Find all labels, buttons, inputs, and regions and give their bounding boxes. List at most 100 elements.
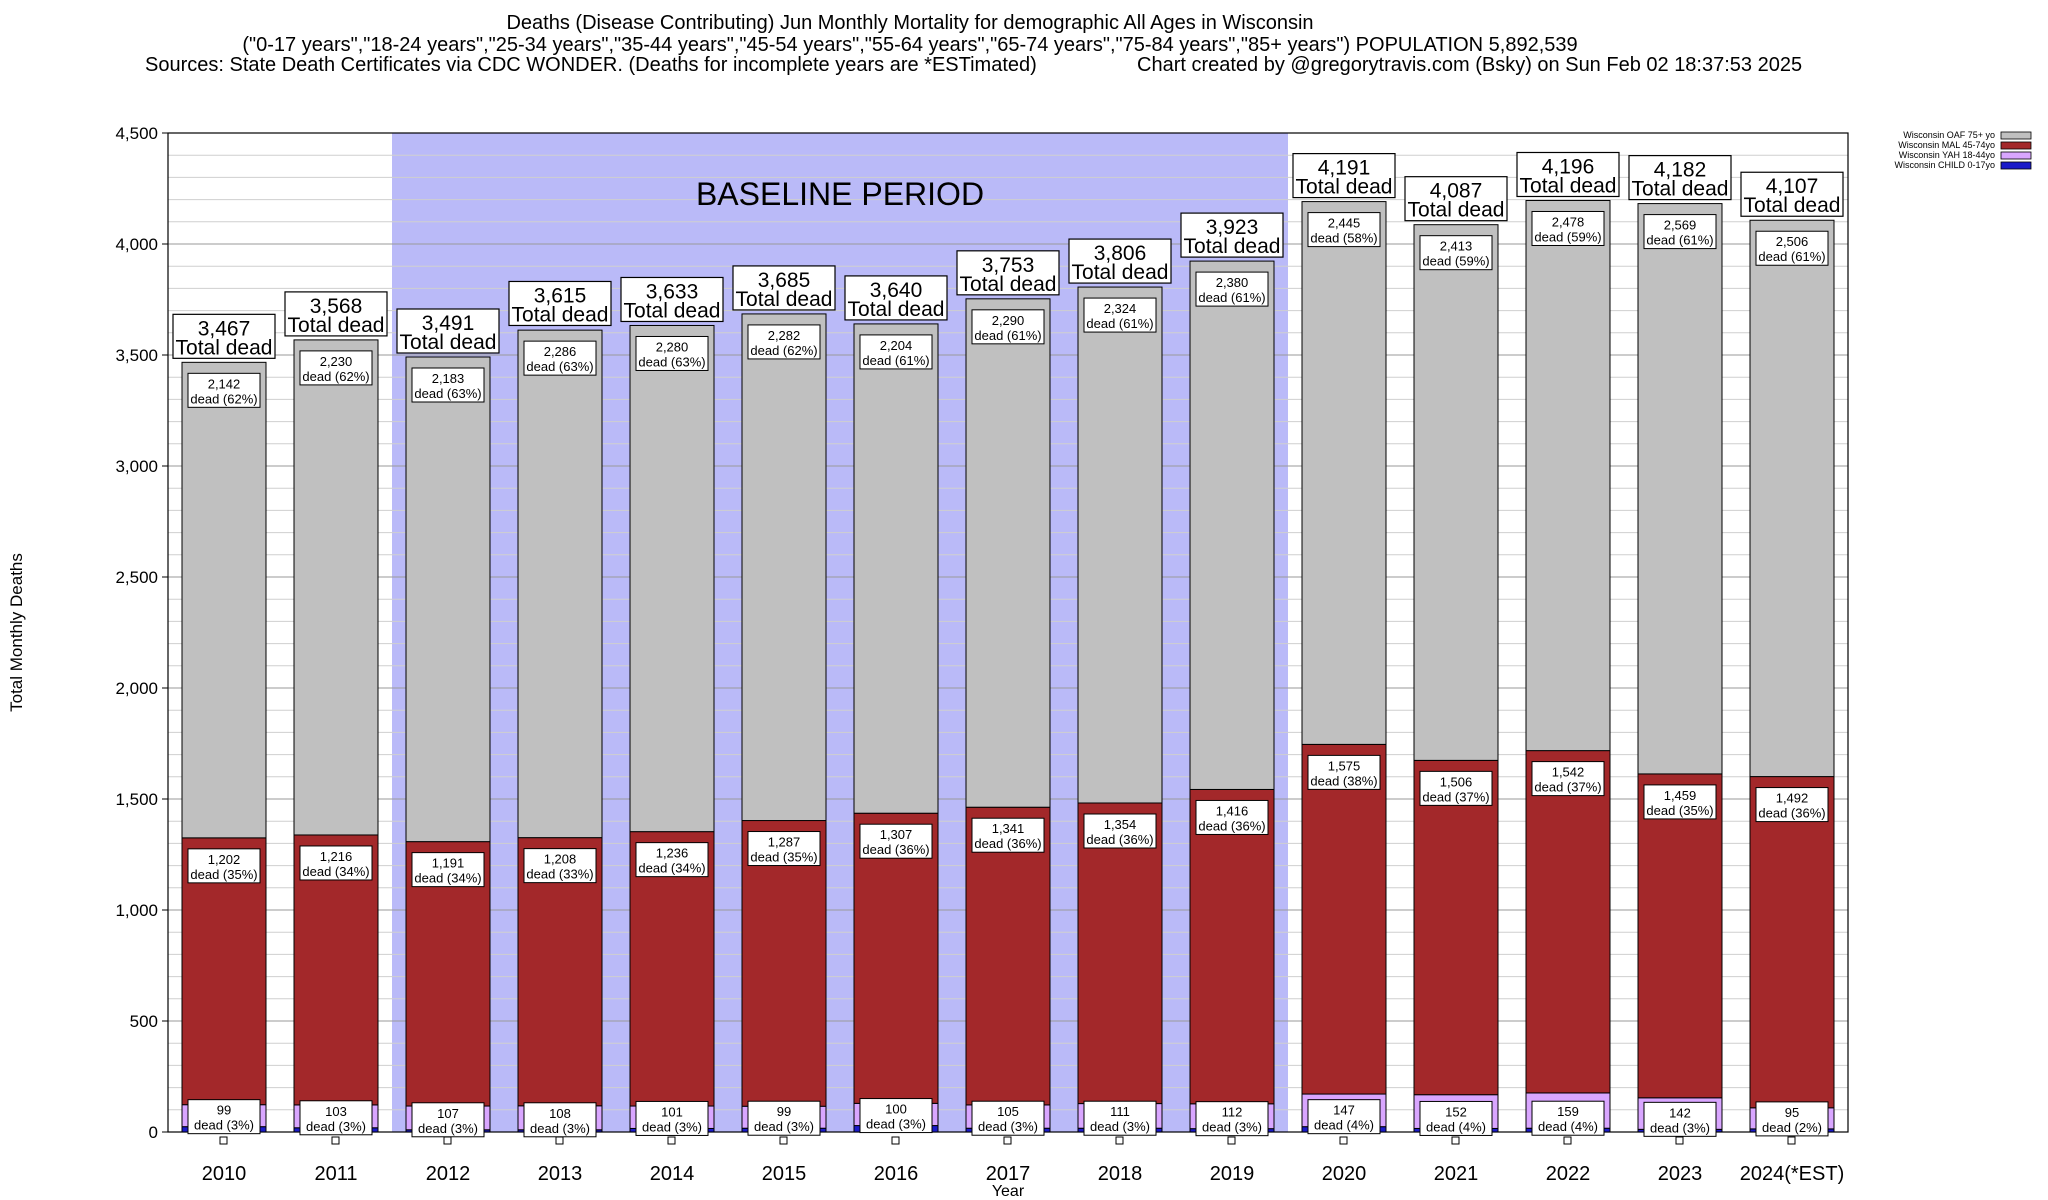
segment-label-value: 1,459 [1664, 788, 1697, 803]
segment-label-pct: dead (35%) [190, 867, 257, 882]
x-tick-label: 2017 [986, 1163, 1031, 1185]
total-dead-label: Total dead [1408, 199, 1505, 222]
segment-label-pct: dead (37%) [1422, 789, 1489, 804]
segment-label-value: 152 [1445, 1104, 1467, 1119]
bar-segment [1189, 788, 1275, 1105]
x-tick-label: 2022 [1546, 1163, 1591, 1185]
total-dead-label: Total dead [1296, 176, 1393, 199]
legend-swatch [2000, 151, 2032, 160]
segment-label-box [859, 1098, 933, 1134]
total-value-label: 3,568 [310, 295, 363, 318]
total-dead-label: Total dead [848, 298, 945, 321]
total-box [1740, 171, 1844, 217]
total-box [844, 275, 948, 321]
segment-label-box [1307, 212, 1381, 248]
segment-label-pct: dead (35%) [1646, 803, 1713, 818]
segment-label-value: 1,216 [320, 849, 353, 864]
total-dead-label: Total dead [736, 288, 833, 311]
y-axis-title: Total Monthly Deaths [7, 553, 26, 712]
legend-label: Wisconsin CHILD 0-17yo [1894, 160, 1995, 170]
segment-label-value: 2,286 [544, 344, 577, 359]
segment-label-value: 2,445 [1328, 216, 1361, 231]
legend-label: Wisconsin YAH 18-44yo [1899, 150, 1995, 160]
segment-label-value: 2,413 [1440, 239, 1473, 254]
segment-label-value: 1,208 [544, 852, 577, 867]
bar-segment [1413, 759, 1499, 1096]
bar-segment [1077, 286, 1163, 804]
segment-label-pct: dead (3%) [1202, 1120, 1262, 1135]
bar-segment [741, 313, 827, 822]
bar-segment [181, 361, 267, 839]
segment-label-box [747, 1100, 821, 1136]
segment-label-box [1755, 1101, 1829, 1137]
total-value-label: 3,806 [1094, 242, 1147, 265]
point-marker [1227, 1136, 1236, 1145]
segment-label-box [971, 309, 1045, 345]
segment-label-box [1083, 297, 1157, 333]
total-dead-label: Total dead [1632, 178, 1729, 201]
total-box [1068, 238, 1172, 284]
segment-label-pct: dead (4%) [1426, 1119, 1486, 1134]
total-value-label: 4,182 [1654, 159, 1707, 182]
segment-label-pct: dead (61%) [1086, 316, 1153, 331]
total-dead-label: Total dead [624, 299, 721, 322]
x-tick-label: 2024(*EST) [1740, 1163, 1845, 1185]
total-value-label: 3,923 [1206, 216, 1259, 239]
total-value-label: 3,633 [646, 280, 699, 303]
segment-label-value: 1,287 [768, 835, 801, 850]
total-value-label: 4,191 [1318, 157, 1371, 180]
segment-label-box [1643, 214, 1717, 250]
total-box [284, 291, 388, 337]
segment-label-value: 100 [885, 1102, 907, 1117]
point-marker [1003, 1136, 1012, 1145]
bar-segment [1749, 776, 1835, 1109]
segment-label-pct: dead (34%) [414, 871, 481, 886]
segment-label-pct: dead (61%) [974, 328, 1041, 343]
total-box [1180, 212, 1284, 258]
x-tick-label: 2016 [874, 1163, 919, 1185]
segment-label-box [1419, 1100, 1493, 1136]
segment-label-value: 1,236 [656, 846, 689, 861]
segment-label-box [187, 372, 261, 408]
segment-label-box [299, 1100, 373, 1136]
total-box [172, 313, 276, 359]
segment-label-pct: dead (34%) [302, 864, 369, 879]
segment-label-pct: dead (3%) [1650, 1120, 1710, 1135]
chart-subtitle-age-groups: ("0-17 years","18-24 years","25-34 years… [242, 34, 1578, 56]
segment-label-pct: dead (59%) [1422, 254, 1489, 269]
bar-segment [1077, 802, 1163, 1105]
chart-sources-note: Sources: State Death Certificates via CD… [145, 54, 1037, 76]
point-marker [1339, 1136, 1348, 1145]
segment-label-value: 101 [661, 1104, 683, 1119]
total-value-label: 3,491 [422, 312, 475, 335]
point-marker [1563, 1136, 1572, 1145]
total-box [396, 308, 500, 354]
segment-label-pct: dead (35%) [750, 850, 817, 865]
bar-segment [1637, 203, 1723, 775]
bar-segment [517, 329, 603, 839]
segment-label-value: 147 [1333, 1103, 1355, 1118]
segment-label-value: 95 [1785, 1105, 1799, 1120]
segment-label-box [747, 831, 821, 867]
segment-label-pct: dead (63%) [526, 359, 593, 374]
segment-label-pct: dead (63%) [414, 386, 481, 401]
total-dead-label: Total dead [1184, 235, 1281, 258]
segment-label-pct: dead (63%) [638, 354, 705, 369]
total-dead-label: Total dead [400, 331, 497, 354]
segment-label-pct: dead (3%) [866, 1117, 926, 1132]
segment-label-box [635, 842, 709, 878]
segment-label-pct: dead (59%) [1534, 229, 1601, 244]
segment-label-value: 99 [217, 1103, 231, 1118]
segment-label-value: 1,354 [1104, 817, 1137, 832]
segment-label-pct: dead (36%) [1758, 806, 1825, 821]
segment-label-value: 142 [1669, 1105, 1691, 1120]
point-marker [219, 1136, 228, 1145]
segment-label-pct: dead (61%) [1646, 233, 1713, 248]
x-tick-label: 2015 [762, 1163, 807, 1185]
segment-label-box [1195, 799, 1269, 835]
bar-segment [1637, 773, 1723, 1099]
segment-label-box [523, 340, 597, 376]
total-value-label: 4,087 [1430, 180, 1483, 203]
y-tick-label: 4,000 [115, 235, 158, 254]
segment-label-pct: dead (38%) [1310, 773, 1377, 788]
